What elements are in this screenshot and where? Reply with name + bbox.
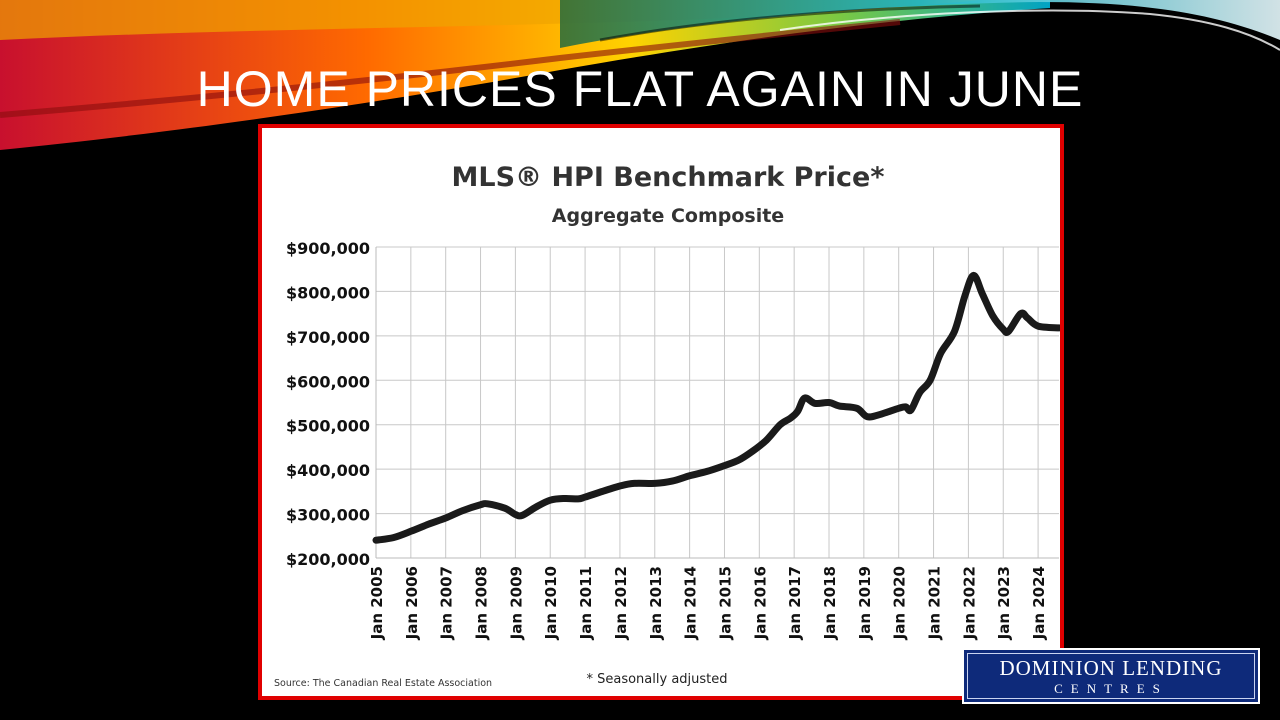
x-tick-label: Jan 2006: [403, 566, 421, 640]
logo-frame: DOMINION LENDING CENTRES: [967, 653, 1255, 699]
y-tick-label: $800,000: [286, 283, 370, 302]
line-chart: MLS® HPI Benchmark Price* Aggregate Comp…: [274, 162, 1060, 689]
x-tick-label: Jan 2010: [542, 566, 560, 640]
y-tick-label: $500,000: [286, 417, 370, 436]
y-tick-label: $600,000: [286, 372, 370, 391]
grid-lines: [375, 246, 1059, 559]
x-tick-label: Jan 2007: [438, 566, 456, 640]
x-axis-labels: Jan 2005 Jan 2006 Jan 2007 Jan 2008 Jan 2009…: [368, 566, 1048, 640]
x-tick-label: Jan 2012: [612, 566, 630, 640]
x-tick-label: Jan 2013: [647, 566, 665, 640]
x-tick-label: Jan 2023: [995, 566, 1013, 640]
x-tick-label: Jan 2019: [856, 566, 874, 640]
y-tick-label: $200,000: [286, 550, 370, 569]
x-tick-label: Jan 2011: [577, 566, 595, 640]
footnote: * Seasonally adjusted: [586, 672, 727, 687]
company-logo: DOMINION LENDING CENTRES: [962, 648, 1260, 704]
x-tick-label: Jan 2009: [507, 566, 525, 640]
x-tick-label: Jan 2014: [682, 566, 700, 640]
y-axis-labels: $200,000 $300,000 $400,000 $500,000 $600,000…: [286, 239, 370, 569]
x-tick-label: Jan 2017: [786, 566, 804, 640]
x-tick-label: Jan 2020: [891, 566, 909, 640]
decorative-swoosh: [0, 0, 1280, 150]
x-tick-label: Jan 2021: [926, 566, 944, 640]
chart-title: MLS® HPI Benchmark Price*: [452, 162, 885, 193]
series-line: [372, 271, 1060, 544]
x-tick-label: Jan 2016: [751, 566, 769, 640]
y-tick-label: $700,000: [286, 328, 370, 347]
y-tick-label: $400,000: [286, 461, 370, 480]
y-tick-label: $900,000: [286, 239, 370, 258]
x-tick-label: Jan 2015: [716, 566, 734, 640]
x-tick-label: Jan 2008: [473, 566, 491, 640]
x-tick-label: Jan 2005: [368, 566, 386, 640]
logo-line1: DOMINION LENDING: [999, 656, 1223, 680]
source-note: Source: The Canadian Real Estate Associa…: [274, 678, 492, 689]
x-tick-label: Jan 2018: [821, 566, 839, 640]
x-tick-label: Jan 2022: [960, 566, 978, 640]
logo-line2: CENTRES: [1054, 681, 1168, 696]
x-tick-label: Jan 2024: [1030, 566, 1048, 640]
chart-frame: MLS® HPI Benchmark Price* Aggregate Comp…: [258, 124, 1064, 700]
slide-title: HOME PRICES FLAT AGAIN IN JUNE: [196, 61, 1084, 117]
chart-subtitle: Aggregate Composite: [552, 205, 784, 227]
y-tick-label: $300,000: [286, 506, 370, 525]
